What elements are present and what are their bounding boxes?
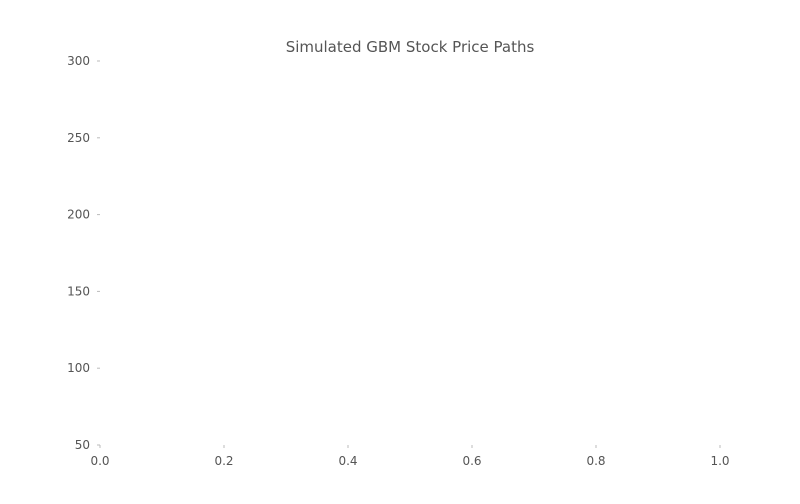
x-tick-label: 0.6 [462, 454, 481, 468]
y-tick-label: 200 [67, 208, 90, 222]
y-tick-label: 300 [67, 54, 90, 68]
x-axis: 0.0 0.2 0.4 0.6 0.8 1.0 [90, 445, 730, 468]
x-tick-label: 1.0 [710, 454, 729, 468]
y-tick-label: 250 [67, 131, 90, 145]
x-tick-label: 0.8 [586, 454, 605, 468]
chart-title: Simulated GBM Stock Price Paths [286, 38, 535, 56]
x-tick-label: 0.4 [338, 454, 357, 468]
x-tick-label: 0.0 [90, 454, 109, 468]
y-tick-label: 50 [75, 438, 90, 452]
y-axis: 50 100 150 200 250 300 [67, 54, 100, 452]
y-tick-label: 100 [67, 361, 90, 375]
y-tick-label: 150 [67, 284, 90, 298]
x-tick-label: 0.2 [214, 454, 233, 468]
